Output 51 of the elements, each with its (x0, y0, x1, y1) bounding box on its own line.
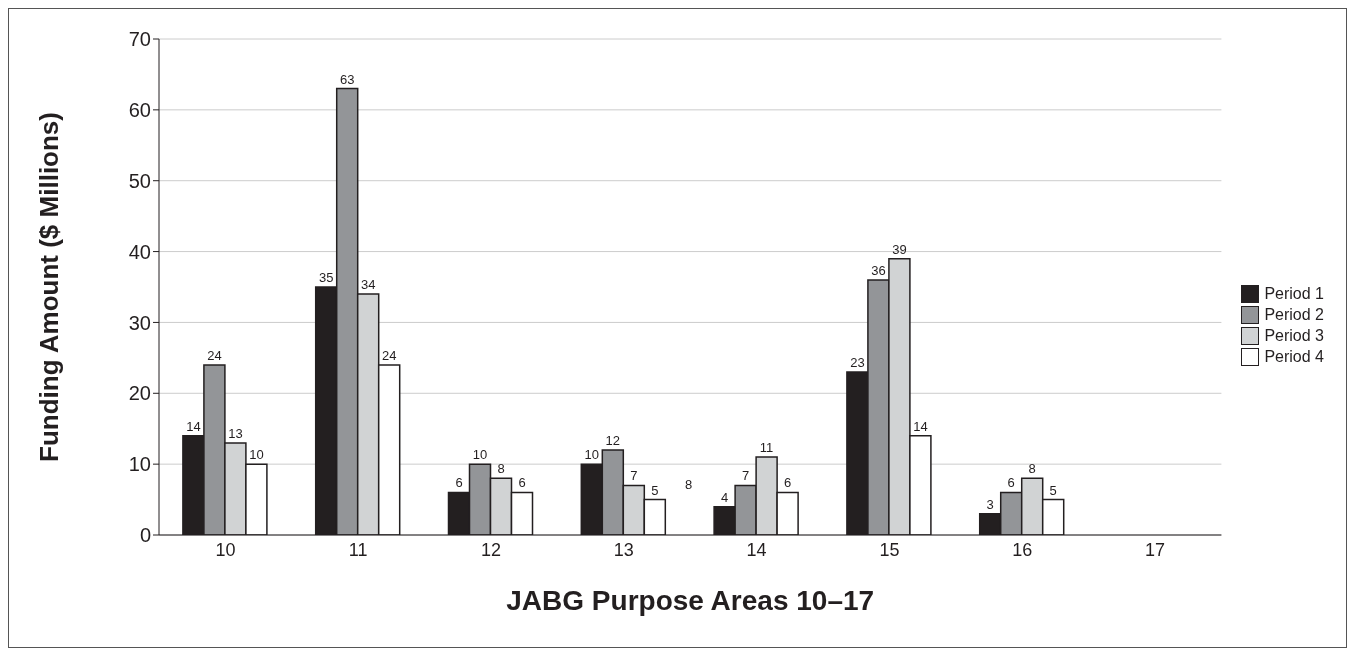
data-label: 6 (455, 475, 463, 491)
legend-label: Period 3 (1264, 327, 1324, 345)
y-tick-label: 60 (128, 98, 151, 121)
data-label: 14 (186, 418, 201, 434)
x-tick-label: 16 (1012, 539, 1033, 560)
data-label: 6 (783, 475, 792, 491)
data-label: 24 (381, 347, 397, 363)
x-tick-label: 11 (348, 539, 368, 560)
data-label: 5 (1049, 482, 1057, 498)
x-tick-label: 13 (613, 539, 634, 560)
data-label: 14 (913, 418, 928, 434)
data-label: 8 (1028, 461, 1036, 477)
data-label: 10 (584, 447, 600, 463)
data-label: 7 (741, 468, 750, 484)
data-label: 11 (759, 440, 774, 456)
x-tick-label: 10 (215, 539, 236, 560)
x-tick-label: 14 (746, 539, 767, 560)
data-label: 3 (986, 496, 994, 512)
data-label: 24 (207, 347, 222, 363)
x-tick-label: 12 (480, 539, 502, 560)
y-tick-label: 20 (128, 382, 151, 405)
y-tick-label: 50 (128, 169, 151, 192)
y-tick-label: 10 (128, 453, 151, 476)
y-axis-title: Funding Amount ($ Millions) (34, 112, 65, 462)
data-label: 10 (249, 447, 264, 463)
data-label: 34 (360, 277, 376, 293)
data-label: 5 (651, 482, 659, 498)
data-label: 23 (850, 355, 865, 371)
data-label: 12 (605, 432, 621, 448)
annotation: 8 (685, 477, 693, 492)
data-label: 8 (497, 461, 505, 477)
y-tick-label: 30 (128, 311, 151, 334)
x-axis-title: JABG Purpose Areas 10–17 (506, 585, 875, 616)
legend-label: Period 1 (1264, 285, 1324, 303)
x-tick-label: 17 (1144, 539, 1166, 560)
y-tick-label: 0 (139, 524, 151, 547)
data-label: 6 (1007, 475, 1015, 491)
data-label: 39 (892, 241, 907, 257)
legend-label: Period 2 (1264, 306, 1324, 324)
data-label: 4 (720, 489, 729, 505)
data-label: 10 (472, 447, 488, 463)
data-label: 36 (871, 262, 886, 278)
data-label: 13 (228, 425, 243, 441)
data-label: 63 (339, 71, 355, 87)
data-label: 6 (518, 475, 526, 491)
data-label: 7 (630, 468, 638, 484)
x-tick-label: 15 (879, 539, 900, 560)
data-label: 35 (318, 270, 334, 285)
y-tick-label: 40 (128, 240, 151, 263)
y-tick-label: 70 (128, 28, 151, 51)
legend-label: Period 4 (1264, 348, 1324, 366)
